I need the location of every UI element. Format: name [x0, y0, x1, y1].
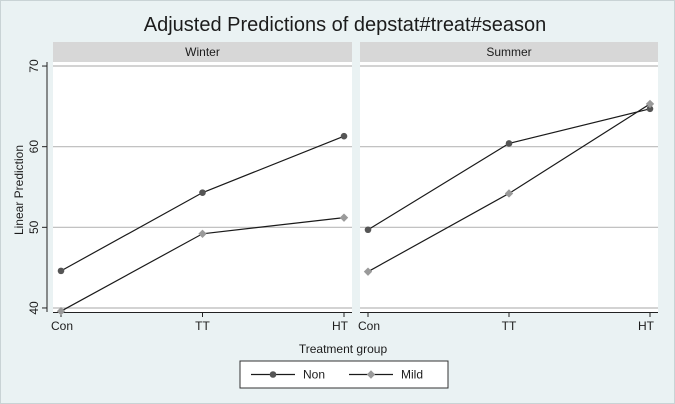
point-winter-non-con: [57, 267, 65, 275]
strip-label-summer: Summer: [486, 45, 531, 59]
x-axis-title: Treatment group: [299, 342, 388, 356]
point-summer-non-tt: [505, 140, 513, 147]
x-tick-label-summer-tt: TT: [502, 319, 517, 333]
plot-area-summer: [360, 62, 658, 312]
x-tick-label-summer-ht: HT: [638, 319, 655, 333]
y-tick-label-50: 50: [27, 220, 41, 234]
legend-marker-mild: [366, 370, 376, 379]
x-tick-label-summer-con: Con: [358, 319, 380, 333]
strip-winter: [53, 42, 352, 62]
legend-label-mild: Mild: [401, 368, 423, 382]
point-summer-mild-con: [363, 267, 373, 276]
point-summer-non-con: [364, 226, 372, 234]
point-winter-mild-ht: [339, 213, 349, 222]
point-summer-mild-ht: [645, 99, 655, 109]
panel-summer: Summer Con TT HT: [358, 42, 658, 333]
strip-label-winter: Winter: [185, 45, 220, 59]
legend-marker-non: [269, 371, 277, 378]
y-tick-label-70: 70: [27, 59, 41, 73]
y-axis-title: Linear Prediction: [12, 145, 26, 235]
plot-area-winter: [53, 62, 352, 312]
y-tick-label-60: 60: [27, 140, 41, 154]
x-tick-label-winter-ht: HT: [332, 319, 349, 333]
point-winter-mild-tt: [198, 229, 207, 238]
point-winter-non-tt: [199, 189, 206, 196]
x-tick-label-winter-tt: TT: [195, 319, 210, 333]
panels: Winter Con TT HT Summer Con TT HT: [51, 42, 658, 333]
point-summer-non-ht: [646, 105, 654, 113]
point-winter-non-ht: [340, 132, 348, 140]
point-winter-mild-con: [56, 306, 66, 316]
y-axis: 40 50 60 70: [27, 59, 48, 315]
chart-title: Adjusted Predictions of depstat#treat#se…: [144, 14, 546, 36]
point-summer-mild-tt: [504, 189, 514, 198]
y-tick-label-40: 40: [27, 301, 41, 315]
legend-label-non: Non: [303, 368, 325, 382]
x-tick-label-winter-con: Con: [51, 319, 73, 333]
strip-summer: [360, 42, 658, 62]
panel-winter: Winter Con TT HT: [51, 42, 352, 333]
legend: Non Mild: [239, 360, 449, 389]
